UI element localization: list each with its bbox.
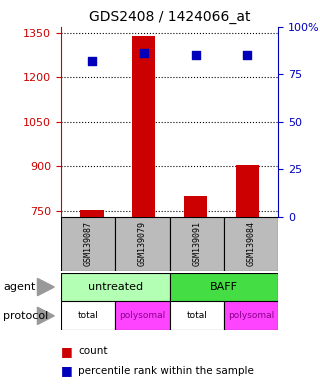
Point — [193, 52, 198, 58]
Bar — [170, 273, 278, 301]
Bar — [115, 217, 170, 271]
Text: GSM139084: GSM139084 — [247, 221, 256, 266]
Polygon shape — [37, 278, 54, 296]
Text: percentile rank within the sample: percentile rank within the sample — [78, 366, 254, 376]
Text: polysomal: polysomal — [228, 311, 274, 320]
Text: untreated: untreated — [88, 282, 143, 292]
Text: GSM139091: GSM139091 — [192, 221, 201, 266]
Bar — [115, 301, 170, 330]
Text: GSM139079: GSM139079 — [138, 221, 147, 266]
Text: GSM139087: GSM139087 — [84, 221, 92, 266]
Bar — [170, 301, 224, 330]
Bar — [184, 196, 207, 217]
Bar — [61, 301, 115, 330]
Bar — [224, 301, 278, 330]
Text: protocol: protocol — [3, 311, 48, 321]
Bar — [61, 217, 115, 271]
Text: polysomal: polysomal — [119, 311, 165, 320]
Text: total: total — [186, 311, 207, 320]
Bar — [170, 217, 224, 271]
Bar — [61, 273, 170, 301]
Bar — [80, 210, 104, 217]
Text: count: count — [78, 346, 108, 356]
Bar — [132, 36, 155, 217]
Point — [89, 58, 94, 64]
Title: GDS2408 / 1424066_at: GDS2408 / 1424066_at — [89, 10, 250, 25]
Point — [245, 52, 250, 58]
Text: ■: ■ — [61, 345, 73, 358]
Text: agent: agent — [3, 282, 36, 292]
Text: ■: ■ — [61, 364, 73, 377]
Polygon shape — [37, 307, 54, 324]
Bar — [236, 165, 259, 217]
Text: total: total — [77, 311, 99, 320]
Bar — [224, 217, 278, 271]
Text: BAFF: BAFF — [210, 282, 238, 292]
Point — [141, 50, 146, 56]
